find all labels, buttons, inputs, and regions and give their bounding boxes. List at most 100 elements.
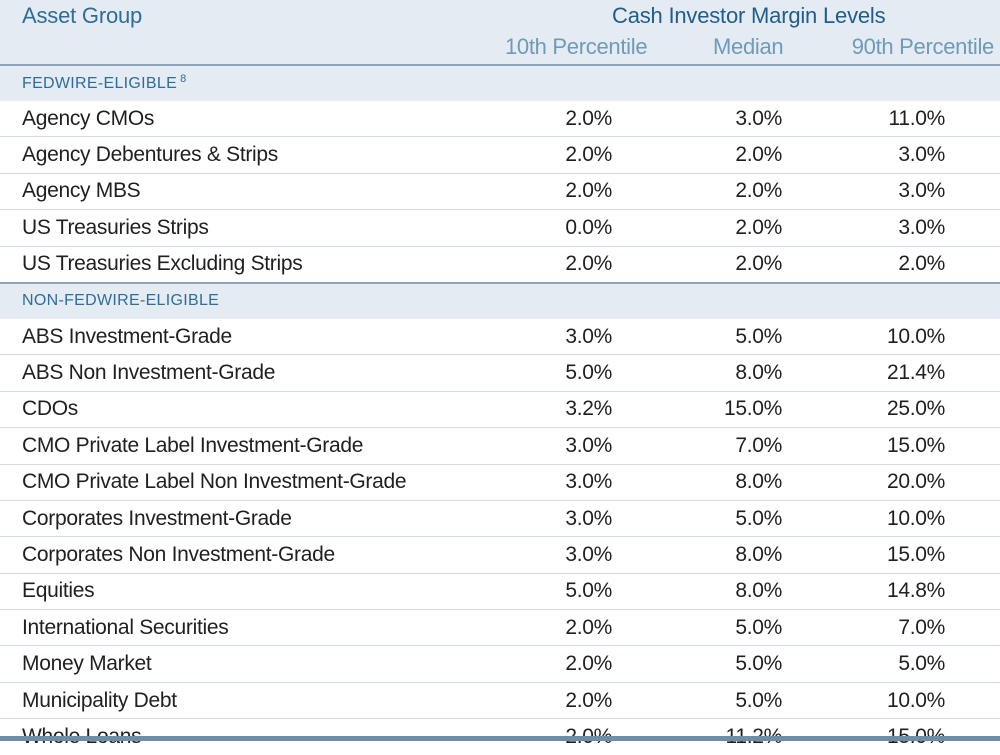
padding-cell bbox=[945, 463, 1000, 501]
median-value-cell: 8.0% bbox=[612, 572, 782, 610]
p10-value-cell: 3.0% bbox=[470, 536, 612, 574]
median-value-cell: 8.0% bbox=[612, 354, 782, 392]
cash-investor-margin-levels-header: Cash Investor Margin Levels bbox=[612, 3, 886, 28]
p90-value-cell: 15.0% bbox=[782, 427, 945, 465]
padding-cell bbox=[945, 536, 1000, 574]
table-row: US Treasuries Excluding Strips 2.0% 2.0% 2.… bbox=[0, 245, 1000, 283]
asset-name-cell: Agency CMOs bbox=[22, 106, 155, 130]
table-row: ABS Non Investment-Grade 5.0% 8.0% 21.4% bbox=[0, 354, 1000, 392]
p10-value-cell: 2.0% bbox=[470, 645, 612, 683]
p90-value-cell: 14.8% bbox=[782, 572, 945, 610]
padding-cell bbox=[945, 136, 1000, 174]
median-value-cell: 5.0% bbox=[735, 324, 782, 348]
p10-value-cell: 2.0% bbox=[470, 172, 612, 210]
median-value-cell: 5.0% bbox=[612, 645, 782, 683]
p10-value-cell: 0.0% bbox=[470, 209, 612, 247]
bottom-rule bbox=[0, 736, 1000, 741]
table-row: CMO Private Label Non Investment-Grade 3.… bbox=[0, 463, 1000, 501]
asset-name-cell: Municipality Debt bbox=[0, 681, 470, 719]
asset-name-cell: International Securities bbox=[0, 609, 470, 646]
asset-group-header: Asset Group bbox=[22, 3, 143, 28]
median-value-cell: 2.0% bbox=[612, 172, 782, 210]
median-value-cell: 2.0% bbox=[612, 245, 782, 283]
p10-value-cell: 5.0% bbox=[470, 572, 612, 610]
asset-name-cell: US Treasuries Excluding Strips bbox=[0, 245, 470, 283]
asset-name-cell: Agency Debentures & Strips bbox=[0, 136, 470, 174]
padding-cell bbox=[945, 245, 1000, 283]
p90-value-cell: 11.0% bbox=[888, 106, 946, 130]
p90-value-cell: 3.0% bbox=[782, 209, 945, 247]
table-row: CMO Private Label Investment-Grade 3.0% 7.… bbox=[0, 427, 1000, 465]
p10-value-cell: 3.0% bbox=[470, 499, 612, 537]
padding-cell bbox=[945, 101, 1000, 137]
column-header-10th-percentile: 10th Percentile bbox=[505, 34, 648, 59]
median-value-cell: 5.0% bbox=[612, 499, 782, 537]
p10-value-cell: 3.2% bbox=[470, 390, 612, 428]
median-value-cell: 2.0% bbox=[612, 209, 782, 247]
padding-cell bbox=[945, 427, 1000, 465]
p90-value-cell: 21.4% bbox=[782, 354, 945, 392]
asset-name-cell: CMO Private Label Investment-Grade bbox=[0, 427, 470, 465]
p90-value-cell: 25.0% bbox=[782, 390, 945, 428]
section-label: NON-FEDWIRE-ELIGIBLE bbox=[22, 292, 220, 310]
p10-value-cell: 2.0% bbox=[470, 245, 612, 283]
p90-value-cell: 10.0% bbox=[886, 324, 945, 348]
table-row: US Treasuries Strips 0.0% 2.0% 3.0% bbox=[0, 209, 1000, 247]
padding-cell bbox=[945, 499, 1000, 537]
asset-name-cell: CDOs bbox=[0, 390, 470, 428]
p90-value-cell: 7.0% bbox=[782, 609, 945, 646]
p10-value-cell: 5.0% bbox=[470, 354, 612, 392]
asset-name-cell: Equities bbox=[0, 572, 470, 610]
section-header-row: FEDWIRE-ELIGIBLE 8 bbox=[0, 64, 1000, 101]
margin-levels-table: FEDWIRE-ELIGIBLE 8 Agency CMOs 2.0% 3.0% 11.0… bbox=[0, 64, 1000, 755]
table-row: Corporates Investment-Grade 3.0% 5.0% 10.0% bbox=[0, 499, 1000, 537]
table-row: Money Market 2.0% 5.0% 5.0% bbox=[0, 645, 1000, 683]
table-row: International Securities 2.0% 5.0% 7.0% bbox=[0, 609, 1000, 646]
footnote-marker: 8 bbox=[180, 72, 187, 85]
asset-name-cell: CMO Private Label Non Investment-Grade bbox=[0, 463, 470, 501]
median-value-cell: 7.0% bbox=[612, 427, 782, 465]
p90-value-cell: 15.0% bbox=[782, 536, 945, 574]
table-row: ABS Investment-Grade 3.0% 5.0% 10.0% bbox=[0, 319, 1000, 355]
p10-value-cell: 2.0% bbox=[470, 681, 612, 719]
table-row: Equities 5.0% 8.0% 14.8% bbox=[0, 572, 1000, 610]
p10-value-cell: 3.0% bbox=[565, 324, 612, 348]
padding-cell bbox=[945, 390, 1000, 428]
asset-name-cell: Money Market bbox=[0, 645, 470, 683]
p10-value-cell: 2.0% bbox=[470, 609, 612, 646]
p90-value-cell: 3.0% bbox=[782, 136, 945, 174]
table-row: Agency CMOs 2.0% 3.0% 11.0% bbox=[0, 101, 1000, 137]
median-value-cell: 5.0% bbox=[612, 681, 782, 719]
padding-cell bbox=[945, 609, 1000, 646]
padding-cell bbox=[945, 354, 1000, 392]
asset-name-cell: Agency MBS bbox=[0, 172, 470, 210]
median-value-cell: 8.0% bbox=[612, 536, 782, 574]
p90-value-cell: 20.0% bbox=[782, 463, 945, 501]
padding-cell bbox=[945, 645, 1000, 683]
p90-value-cell: 5.0% bbox=[782, 645, 945, 683]
padding-cell bbox=[945, 319, 1000, 355]
median-value-cell: 3.0% bbox=[735, 106, 782, 130]
p10-value-cell: 2.0% bbox=[565, 106, 612, 130]
column-header-90th-percentile: 90th Percentile bbox=[851, 34, 995, 59]
median-value-cell: 8.0% bbox=[612, 463, 782, 501]
asset-name-cell: US Treasuries Strips bbox=[0, 209, 470, 247]
section-label-cell: NON-FEDWIRE-ELIGIBLE bbox=[0, 281, 1000, 319]
asset-name-cell: ABS Non Investment-Grade bbox=[0, 354, 470, 392]
asset-name-cell: ABS Investment-Grade bbox=[22, 324, 232, 348]
padding-cell bbox=[945, 209, 1000, 247]
p90-value-cell: 2.0% bbox=[782, 245, 945, 283]
asset-name-cell: Corporates Investment-Grade bbox=[0, 499, 470, 537]
median-value-cell: 15.0% bbox=[612, 390, 782, 428]
p90-value-cell: 10.0% bbox=[782, 499, 945, 537]
section-header-row: NON-FEDWIRE-ELIGIBLE bbox=[0, 281, 1000, 319]
padding-cell bbox=[945, 681, 1000, 719]
section-label-cell: FEDWIRE-ELIGIBLE 8 bbox=[0, 64, 1000, 101]
table-row: Corporates Non Investment-Grade 3.0% 8.0% 1… bbox=[0, 536, 1000, 574]
p90-value-cell: 10.0% bbox=[782, 681, 945, 719]
table-row: CDOs 3.2% 15.0% 25.0% bbox=[0, 390, 1000, 428]
p10-value-cell: 3.0% bbox=[470, 463, 612, 501]
padding-cell bbox=[945, 172, 1000, 210]
column-header-median: Median bbox=[713, 34, 784, 59]
